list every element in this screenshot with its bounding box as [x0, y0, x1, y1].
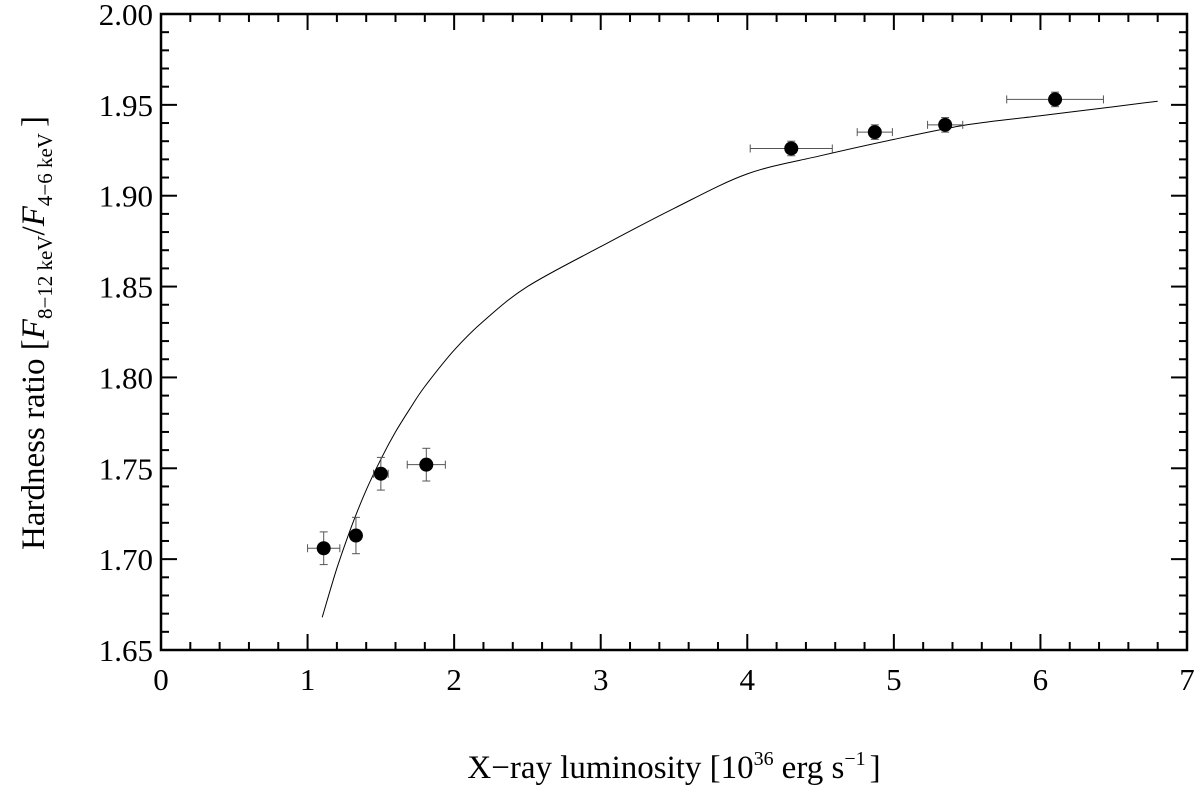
axis-ticks: [160, 13, 1188, 651]
data-point: [373, 466, 388, 481]
x-tick-label: 3: [593, 662, 609, 697]
x-tick-label: 6: [1033, 662, 1049, 697]
data-point: [784, 141, 799, 156]
y-tick-label: 1.85: [99, 270, 153, 305]
plot-frame: [159, 12, 1189, 652]
y-tick-label: 1.70: [99, 542, 153, 577]
y-tick-label: 1.95: [99, 88, 153, 123]
y-tick-label: 1.90: [99, 179, 153, 214]
data-points: [307, 91, 1104, 566]
y-tick-label: 1.75: [99, 451, 153, 486]
data-point: [867, 125, 882, 140]
data-point: [938, 117, 953, 132]
y-axis-label: Hardness ratio [F8−12 keV/F4−6 keV]: [16, 116, 57, 550]
data-point: [1048, 92, 1063, 107]
data-point: [419, 457, 434, 472]
x-tick-label: 7: [1179, 662, 1195, 697]
y-tick-label: 2.00: [99, 0, 153, 32]
x-tick-label: 5: [886, 662, 902, 697]
x-tick-label: 1: [300, 662, 316, 697]
x-tick-label: 4: [740, 662, 756, 697]
y-tick-label: 1.80: [99, 360, 153, 395]
x-axis-label: X−ray luminosity [1036 erg s−1]: [467, 748, 880, 786]
y-tick-label: 1.65: [99, 633, 153, 668]
fit-curve: [321, 100, 1158, 618]
data-point: [316, 541, 331, 556]
axis-tick-labels: 0 1 2 3 4 5 6 7 1.65 1.70 1.75 1.80 1.85 1.90 1.95 2.00: [99, 0, 1195, 697]
x-tick-label: 2: [446, 662, 462, 697]
x-tick-label: 0: [153, 662, 169, 697]
data-point: [348, 528, 363, 543]
